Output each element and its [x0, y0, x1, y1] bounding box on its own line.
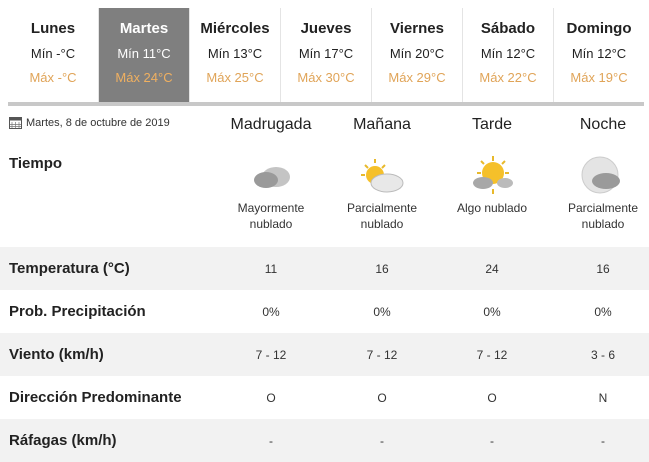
partly-cloudy-icon: [361, 159, 404, 193]
condition-desc: Parcialmente nublado: [346, 201, 418, 231]
row-label: Ráfagas (km/h): [9, 432, 117, 449]
table-row: Ráfagas (km/h) - - - -: [0, 419, 649, 462]
row-label: Temperatura (°C): [9, 260, 130, 277]
tab-domingo[interactable]: Domingo Mín 12°C Máx 19°C: [566, 20, 632, 85]
row-value: 7 - 12: [255, 347, 287, 362]
tab-lunes[interactable]: Lunes Mín -°C Máx -°C: [8, 8, 99, 102]
tab-martes[interactable]: Martes Mín 11°C Máx 24°C: [99, 8, 190, 102]
tab-miercoles[interactable]: Miércoles Mín 13°C Máx 25°C: [190, 8, 281, 102]
table-row: Viento (km/h) 7 - 12 7 - 12 7 - 12 3 - 6: [0, 333, 649, 376]
period-noche: Noche: [579, 116, 627, 133]
condition-desc: Parcialmente nublado: [567, 201, 639, 231]
tab-jueves[interactable]: Jueves Mín 17°C Máx 30°C: [281, 8, 372, 102]
row-value: 7 - 12: [476, 347, 508, 362]
condition-desc: Mayormente nublado: [237, 201, 305, 231]
sun-cloud-icon: [473, 156, 513, 194]
row-value: -: [601, 433, 605, 448]
tab-viernes[interactable]: Viernes Mín 20°C Máx 29°C: [372, 8, 463, 102]
moon-cloud-icon: [581, 156, 620, 194]
row-value: 24: [485, 261, 499, 276]
tiempo-label: Tiempo: [9, 155, 63, 172]
divider: [8, 102, 644, 106]
row-value: O: [487, 390, 497, 405]
row-value: N: [598, 390, 608, 405]
tab-sabado[interactable]: Sábado Mín 12°C Máx 22°C: [463, 8, 554, 102]
day-tabs: Lunes Mín -°C Máx -°C Martes Mín 11°C Máx 24…: [8, 8, 644, 102]
date-label: Martes, 8 de octubre de 2019: [9, 116, 170, 129]
row-value: 11: [264, 261, 278, 276]
period-madrugada: Madrugada: [230, 116, 312, 133]
row-value: -: [490, 433, 494, 448]
table-row: Dirección Predominante O O O N: [0, 376, 649, 419]
row-value: 0%: [373, 304, 391, 319]
row-value: 3 - 6: [590, 347, 615, 362]
period-manana: Mañana: [353, 116, 411, 133]
period-tarde: Tarde: [471, 116, 513, 133]
row-value: -: [269, 433, 273, 448]
table-row: Prob. Precipitación 0% 0% 0% 0%: [0, 290, 649, 333]
row-value: -: [380, 433, 384, 448]
row-value: 7 - 12: [366, 347, 398, 362]
row-value: 0%: [594, 304, 612, 319]
row-label: Viento (km/h): [9, 346, 104, 363]
row-value: O: [266, 390, 276, 405]
cloudy-night-icon: [254, 167, 290, 188]
row-label: Dirección Predominante: [9, 389, 182, 406]
row-value: 0%: [483, 304, 501, 319]
row-value: 16: [596, 261, 610, 276]
calendar-icon: [9, 117, 22, 129]
row-value: O: [377, 390, 387, 405]
condition-desc: Algo nublado: [456, 201, 528, 215]
table-row: Temperatura (°C) 11 16 24 16: [0, 247, 649, 290]
row-label: Prob. Precipitación: [9, 303, 146, 320]
row-value: 0%: [262, 304, 280, 319]
row-value: 16: [375, 261, 389, 276]
